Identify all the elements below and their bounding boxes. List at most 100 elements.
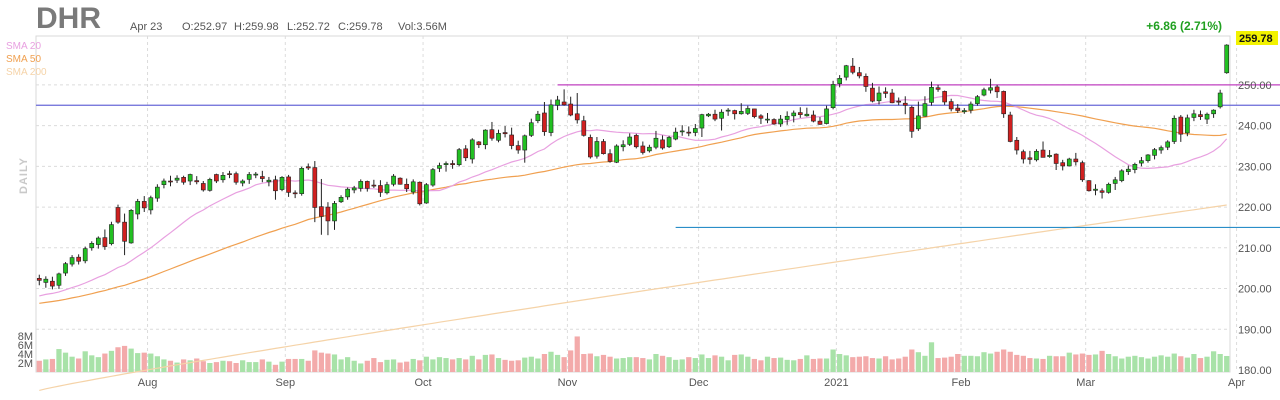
candle-body: [1112, 179, 1118, 184]
candle-body: [1053, 153, 1059, 164]
volume-bar: [292, 358, 298, 372]
candle: [942, 90, 947, 105]
volume-bar: [226, 361, 233, 372]
candle-body: [187, 174, 193, 182]
last-price-label: 259.78: [1239, 33, 1273, 45]
volume-bar: [207, 363, 213, 372]
candle: [450, 160, 455, 169]
volume-bar: [331, 354, 338, 372]
candle-body: [758, 115, 764, 119]
volume-bar: [1151, 356, 1158, 372]
candle-body: [115, 207, 121, 223]
candle-body: [1060, 162, 1066, 167]
volume-bar: [397, 362, 403, 372]
candle-body: [1165, 141, 1171, 148]
candle-body: [1034, 150, 1039, 161]
candle: [830, 80, 836, 110]
candle-body: [627, 136, 633, 145]
candle-body: [43, 278, 49, 283]
candle: [922, 96, 928, 117]
volume-bar: [180, 359, 187, 372]
candle: [574, 93, 580, 124]
candle-body: [738, 111, 744, 115]
candle-body: [548, 104, 554, 133]
candle-body: [148, 197, 154, 211]
candle-body: [929, 87, 934, 103]
volume-bar: [574, 336, 580, 372]
volume-bar: [187, 360, 193, 372]
candle: [738, 103, 744, 115]
volume-bar: [384, 359, 390, 372]
candle: [325, 202, 331, 236]
candle-body: [1066, 158, 1072, 167]
volume-bar: [659, 355, 666, 372]
candle: [896, 97, 902, 106]
candle-body: [837, 78, 842, 84]
candle-body: [804, 113, 810, 117]
candle-body: [63, 263, 68, 274]
candle-body: [752, 108, 757, 117]
candle-body: [122, 221, 127, 242]
volume-bar: [725, 360, 731, 372]
candle: [679, 125, 685, 136]
x-tick-label: Nov: [558, 377, 578, 389]
candle-body: [1086, 180, 1092, 192]
volume-bar: [941, 357, 948, 372]
candle: [378, 180, 383, 197]
candle-body: [483, 129, 488, 146]
candle: [902, 96, 908, 115]
volume-bar: [1007, 351, 1013, 372]
candle-body: [640, 145, 646, 153]
volume-bar: [528, 356, 534, 372]
candle: [161, 178, 167, 189]
volume-bar: [1053, 356, 1059, 372]
candle-body: [240, 180, 245, 184]
candle-body: [364, 181, 370, 189]
candle-body: [404, 183, 409, 190]
legend-sma20: SMA 20: [6, 41, 41, 52]
volume-bar: [666, 357, 672, 372]
candle: [857, 66, 862, 79]
candle-body: [633, 135, 639, 148]
quote-high: H:259.98: [234, 21, 279, 33]
candle-body: [220, 175, 226, 181]
candle-body: [1171, 117, 1177, 142]
x-tick-label: Aug: [138, 377, 158, 389]
candle: [994, 84, 1000, 98]
candle: [273, 175, 278, 200]
volume-bar: [909, 349, 915, 372]
volume-bar: [148, 353, 154, 372]
candle-body: [1211, 109, 1216, 115]
volume-bar: [43, 359, 49, 372]
candle: [778, 115, 783, 127]
volume-bar: [791, 360, 797, 372]
candle-body: [542, 112, 547, 133]
volume-bar: [627, 357, 633, 372]
candle: [214, 173, 219, 184]
candle-body: [975, 96, 980, 104]
volume-bar: [443, 358, 449, 372]
candle-body: [496, 133, 501, 141]
volume-bar: [804, 355, 810, 372]
candle: [528, 118, 534, 138]
candle-body: [76, 256, 81, 262]
candle: [843, 64, 849, 81]
volume-bar: [561, 357, 567, 372]
volume-bar: [922, 355, 928, 372]
volume-bar: [974, 356, 981, 372]
candle-body: [699, 114, 705, 129]
candle-body: [1204, 113, 1210, 120]
candle: [109, 221, 114, 246]
volume-bar: [607, 356, 613, 372]
volume-bar: [738, 354, 744, 372]
quote-open: O:252.97: [182, 21, 227, 33]
volume-bar: [1184, 357, 1190, 372]
volume-bar: [718, 356, 725, 372]
candle-body: [437, 165, 442, 169]
volume-bar: [89, 355, 95, 372]
candle: [817, 117, 823, 125]
candle-body: [988, 87, 993, 91]
candle-body: [588, 137, 593, 158]
volume-bar: [515, 360, 521, 372]
candle: [968, 101, 974, 114]
